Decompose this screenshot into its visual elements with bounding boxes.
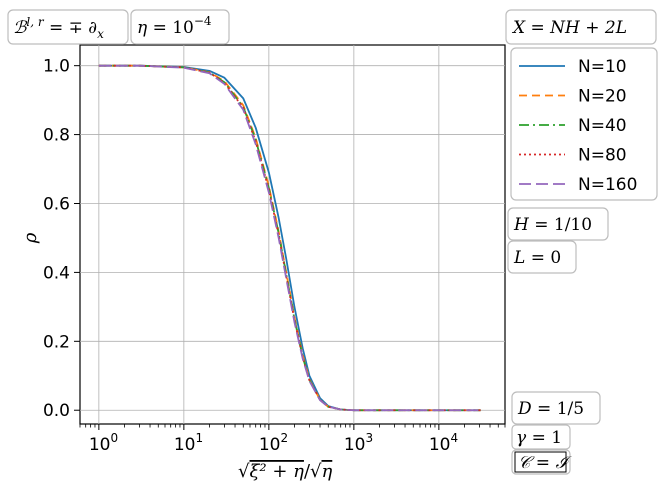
svg-text:D = 1/5: D = 1/5 [517, 399, 584, 419]
h-annotation: H = 1/10 [507, 207, 609, 241]
legend-box [510, 47, 658, 201]
boundary-annotation: ℬl, r = ∓ ∂x [7, 9, 129, 45]
x-tick-label: 102 [259, 431, 288, 455]
svg-text:𝒞 = ℐ: 𝒞 = ℐ [518, 453, 572, 473]
gamma-annotation: γ = 1 [511, 424, 571, 450]
x-tick-label: 101 [174, 431, 203, 455]
y-axis-label: ρ [20, 232, 41, 244]
legend: X = NH + 2L N=10 N=20 N=40 N=80 N=160 [505, 9, 658, 201]
y-tick-label: 1.0 [43, 57, 70, 77]
x-tick-label: 100 [89, 431, 118, 455]
svg-text:L = 0: L = 0 [513, 248, 561, 268]
series-lines [98, 64, 481, 412]
legend-title: X = NH + 2L [511, 18, 627, 38]
l-annotation: L = 0 [507, 240, 577, 274]
x-tick-label: 104 [429, 431, 458, 455]
eta-annotation: η = 10−4 [130, 9, 230, 45]
y-tick-label: 0.8 [43, 126, 70, 146]
legend-label: N=20 [578, 87, 627, 107]
svg-text:γ = 1: γ = 1 [516, 428, 562, 448]
axis-ticks: 100 101 102 103 104 0.0 0.2 0.4 0.6 0.8 1.0 [43, 57, 506, 455]
x-tick-label: 103 [344, 431, 373, 455]
svg-text:H = 1/10: H = 1/10 [513, 215, 592, 235]
legend-label: N=10 [578, 57, 627, 77]
series-line-n-160 [98, 64, 481, 412]
legend-title-box [505, 9, 657, 45]
d-annotation: D = 1/5 [511, 391, 601, 425]
y-tick-label: 0.6 [43, 194, 70, 214]
x-axis-label: √ξ² + η/√η [238, 461, 332, 482]
legend-label: N=80 [578, 146, 627, 166]
y-tick-label: 0.4 [43, 263, 70, 283]
c-annotation: 𝒞 = ℐ [511, 449, 572, 475]
plot-area [79, 44, 506, 425]
svg-text:η = 10−4: η = 10−4 [137, 14, 212, 38]
legend-label: N=40 [578, 116, 627, 136]
y-tick-label: 0.0 [43, 401, 70, 421]
y-tick-label: 0.2 [43, 332, 70, 352]
legend-label: N=160 [578, 175, 637, 195]
svg-text:ℬl, r = ∓ ∂x: ℬl, r = ∓ ∂x [13, 15, 104, 41]
